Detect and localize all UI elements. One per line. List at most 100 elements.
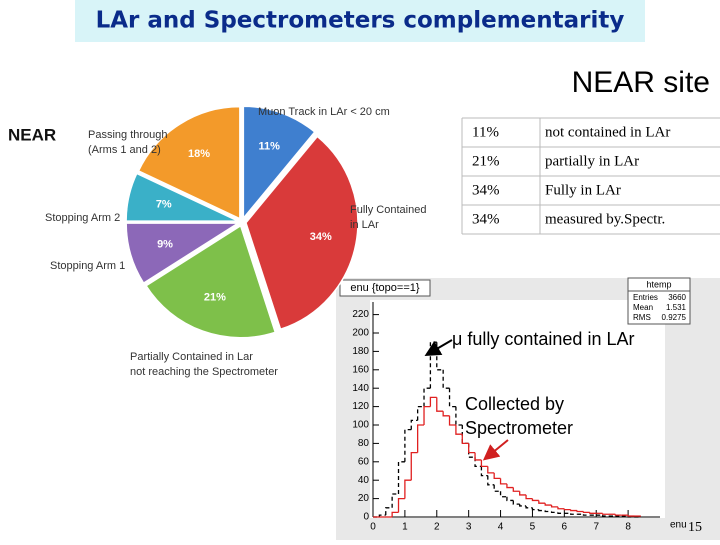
- histogram-bin: [499, 478, 507, 485]
- table-cell: 21%: [472, 153, 500, 169]
- table-cell: 11%: [472, 124, 499, 140]
- x-tick-label: 1: [402, 522, 408, 533]
- histogram-bin: [512, 500, 520, 505]
- table-cell: partially in LAr: [545, 153, 639, 169]
- y-tick-label: 200: [352, 328, 369, 339]
- stats-name: htemp: [646, 279, 671, 289]
- stats-box: [627, 277, 691, 325]
- pie-slice: [125, 222, 241, 285]
- slice-category-label: Stopping Arm 1: [50, 260, 125, 272]
- y-tick-label: 80: [358, 438, 370, 449]
- histogram-bin: [493, 484, 501, 492]
- x-axis-label: enu: [670, 520, 687, 531]
- histogram-bin: [570, 509, 578, 512]
- slice-category-label: Partially Contained in Lar: [130, 351, 253, 363]
- stats-value: 3660: [668, 293, 686, 302]
- histogram-bin: [423, 387, 431, 407]
- table-cell: Fully in LAr: [545, 182, 621, 198]
- annotation-arrow: [424, 339, 453, 357]
- histogram-bin: [410, 419, 418, 430]
- histogram-bin: [550, 505, 558, 508]
- plot-area: [370, 300, 665, 518]
- y-tick-label: 0: [363, 512, 369, 523]
- stats-value: 0.9275: [662, 313, 687, 322]
- histogram-bin: [487, 475, 495, 486]
- histogram-bin: [506, 496, 514, 502]
- histogram-bin: [487, 466, 495, 474]
- stats-key: RMS: [633, 313, 651, 322]
- histogram-bin: [397, 497, 405, 513]
- histogram-bin: [589, 512, 597, 514]
- histogram-bin: [474, 452, 482, 461]
- histogram-bin: [423, 405, 431, 425]
- histogram-bin: [442, 411, 450, 417]
- y-tick-label: 120: [352, 401, 369, 412]
- y-tick-label: 20: [358, 493, 370, 504]
- histogram-bin: [512, 487, 520, 492]
- hist-title: enu {topo==1}: [350, 282, 419, 294]
- histogram-bin: [563, 508, 571, 511]
- histogram-bin: [557, 506, 565, 510]
- table-cell: 34%: [472, 182, 500, 198]
- histogram-bin: [416, 424, 425, 453]
- x-tick-label: 8: [625, 522, 631, 533]
- slice-category-label: (Arms 1 and 2): [88, 144, 161, 156]
- annotation: Collected by: [465, 394, 564, 414]
- histogram-bin: [506, 483, 514, 489]
- pie-slice: [145, 224, 277, 339]
- slice-value-label: 21%: [204, 291, 226, 303]
- x-tick-label: 5: [530, 522, 536, 533]
- pie-slice: [245, 135, 359, 331]
- histogram-bin: [627, 515, 635, 517]
- slice-category-label: in LAr: [350, 219, 379, 231]
- histogram-bin: [448, 415, 456, 426]
- table-cell: measured by.Spectr.: [545, 211, 665, 227]
- table-cell: not contained in LAr: [545, 124, 670, 140]
- slice-value-label: 9%: [157, 238, 173, 250]
- slice-category-label: Passing through: [88, 129, 168, 141]
- table-cell: 34%: [472, 211, 500, 227]
- histogram-bin: [531, 498, 539, 502]
- histogram-bin: [525, 494, 533, 500]
- histogram-bin: [455, 425, 463, 435]
- histogram-bin: [480, 459, 488, 468]
- pie-label: NEAR: [8, 125, 56, 144]
- histogram-bin: [455, 406, 463, 426]
- x-tick-label: 3: [466, 522, 472, 533]
- histogram-bin: [410, 451, 418, 481]
- x-tick-label: 6: [562, 522, 568, 533]
- stats-key: Entries: [633, 293, 658, 302]
- histogram-bin: [531, 507, 539, 511]
- histogram-bin: [538, 509, 546, 512]
- x-tick-label: 0: [370, 522, 376, 533]
- x-tick-label: 7: [593, 522, 599, 533]
- y-tick-label: 220: [352, 309, 369, 320]
- subtitle: NEAR site: [572, 66, 710, 99]
- x-tick-label: 4: [498, 522, 504, 533]
- histogram-bin: [493, 472, 501, 480]
- slice-category-label: not reaching the Spectrometer: [130, 366, 278, 378]
- histogram-bin: [550, 511, 558, 514]
- histogram-bin: [391, 511, 399, 517]
- slice-category-label: Muon Track in LAr < 20 cm: [258, 106, 390, 118]
- y-tick-label: 100: [352, 420, 369, 431]
- pie-slice: [125, 172, 239, 222]
- y-tick-label: 60: [358, 456, 370, 467]
- histogram-bin: [582, 514, 590, 516]
- histogram-bin: [544, 503, 552, 506]
- histogram-bin: [429, 396, 437, 407]
- histogram-bin: [461, 434, 469, 445]
- title-box: [75, 0, 645, 42]
- y-tick-label: 40: [358, 475, 370, 486]
- histogram-bin: [519, 491, 527, 496]
- pie-slice: [242, 105, 316, 221]
- annotation: Spectrometer: [465, 418, 573, 438]
- stats-value: 1.531: [666, 303, 687, 312]
- histogram-bin: [525, 505, 533, 509]
- histogram-bin: [601, 515, 609, 517]
- y-tick-label: 160: [352, 364, 369, 375]
- hist-title-box: [339, 279, 431, 297]
- histogram-bin: [442, 369, 450, 389]
- histogram-bin: [601, 513, 609, 515]
